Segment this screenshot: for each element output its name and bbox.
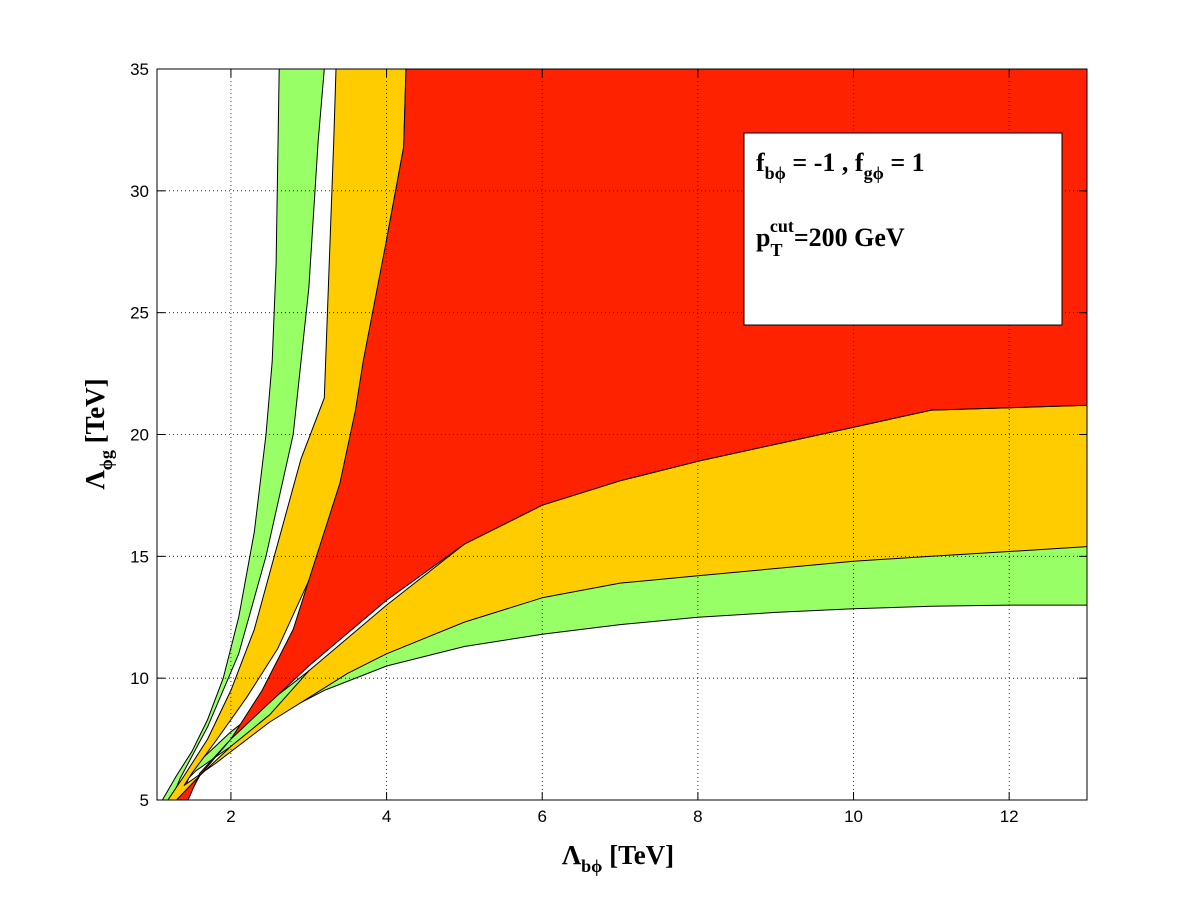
y-tick-label: 25: [130, 304, 149, 323]
x-tick-label: 4: [382, 807, 391, 826]
y-tick-label: 15: [130, 547, 149, 566]
legend-line-couplings: fbϕ = -1 , fgϕ = 1: [756, 148, 925, 183]
y-tick-label: 10: [130, 669, 149, 688]
x-tick-label: 12: [1000, 807, 1019, 826]
x-axis-label: Λbϕ [TeV]: [562, 840, 674, 876]
x-tick-label: 6: [537, 807, 546, 826]
legend-line-ptcut: pTcut=200 GeV: [756, 216, 905, 260]
y-tick-label: 35: [130, 60, 149, 79]
x-axis-ticks: 2 4 6 8 10 12: [226, 69, 1019, 826]
x-tick-label: 8: [693, 807, 702, 826]
y-tick-label: 20: [130, 426, 149, 445]
y-axis-label: Λϕg [TeV]: [80, 378, 116, 489]
x-tick-label: 2: [226, 807, 235, 826]
y-axis-ticks: 5 10 15 20 25 30 35: [130, 60, 1087, 810]
legend-box: fbϕ = -1 , fgϕ = 1 pTcut=200 GeV: [743, 132, 1063, 326]
x-tick-label: 10: [844, 807, 863, 826]
legend-frame: [743, 132, 1063, 326]
y-tick-label: 5: [140, 791, 149, 810]
grid-lines: [157, 69, 1087, 800]
y-tick-label: 30: [130, 182, 149, 201]
